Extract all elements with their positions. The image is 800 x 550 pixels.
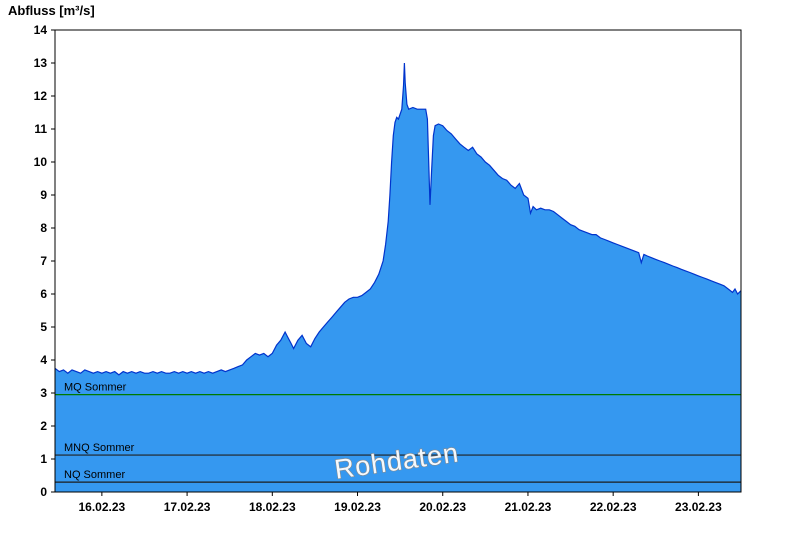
reference-label-nq: NQ Sommer bbox=[64, 469, 125, 481]
y-tick-label: 0 bbox=[40, 485, 47, 499]
x-tick-label: 16.02.23 bbox=[79, 500, 126, 514]
y-tick-label: 12 bbox=[34, 89, 48, 103]
y-tick-label: 6 bbox=[40, 287, 47, 301]
x-tick-label: 23.02.23 bbox=[675, 500, 722, 514]
x-tick-label: 21.02.23 bbox=[505, 500, 552, 514]
chart-title: Abfluss [m³/s] bbox=[8, 3, 95, 18]
reference-label-mnq: MNQ Sommer bbox=[64, 442, 135, 454]
x-tick-label: 18.02.23 bbox=[249, 500, 296, 514]
x-tick-label: 20.02.23 bbox=[419, 500, 466, 514]
y-tick-label: 13 bbox=[34, 56, 48, 70]
x-tick-label: 17.02.23 bbox=[164, 500, 211, 514]
y-tick-label: 2 bbox=[40, 419, 47, 433]
reference-label-mq: MQ Sommer bbox=[64, 382, 127, 394]
y-tick-label: 7 bbox=[40, 254, 47, 268]
y-tick-label: 14 bbox=[34, 23, 48, 37]
y-tick-label: 5 bbox=[40, 320, 47, 334]
y-tick-label: 9 bbox=[40, 188, 47, 202]
y-tick-label: 3 bbox=[40, 386, 47, 400]
y-tick-label: 11 bbox=[34, 122, 47, 136]
y-tick-label: 10 bbox=[34, 155, 48, 169]
x-tick-label: 19.02.23 bbox=[334, 500, 381, 514]
y-tick-label: 1 bbox=[40, 452, 47, 466]
x-tick-label: 22.02.23 bbox=[590, 500, 637, 514]
discharge-line bbox=[54, 62, 742, 376]
y-tick-label: 4 bbox=[40, 353, 47, 367]
discharge-area bbox=[55, 63, 741, 492]
y-tick-label: 8 bbox=[40, 221, 47, 235]
